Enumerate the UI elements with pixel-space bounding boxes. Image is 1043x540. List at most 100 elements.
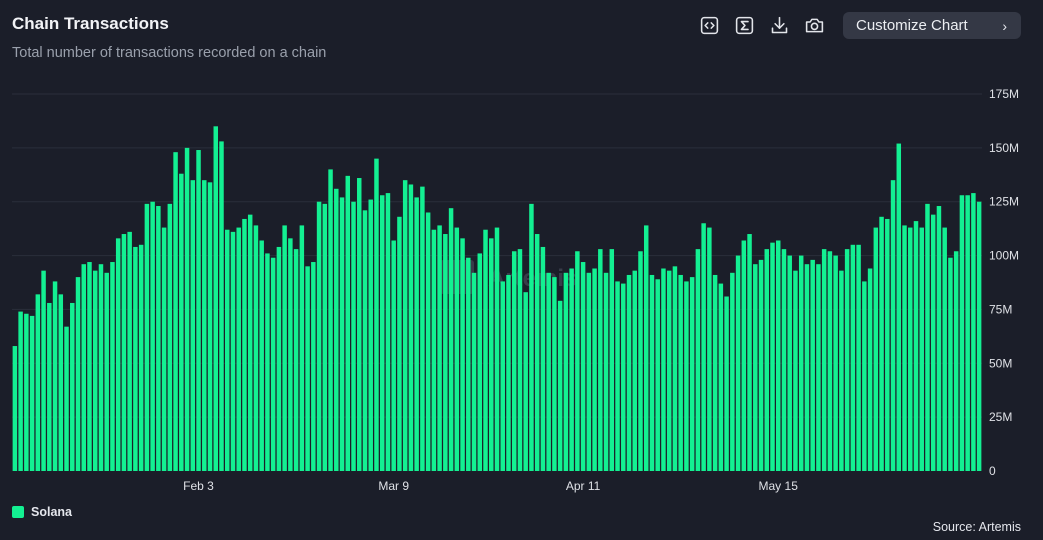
bar[interactable] (437, 225, 442, 471)
bar[interactable] (362, 210, 368, 471)
bar[interactable] (643, 225, 649, 471)
bar[interactable] (357, 178, 362, 471)
bar[interactable] (408, 184, 414, 471)
bar[interactable] (98, 264, 104, 471)
bar[interactable] (902, 225, 907, 471)
bar[interactable] (282, 225, 287, 471)
legend[interactable]: Solana (12, 505, 72, 519)
bar[interactable] (575, 251, 580, 471)
bar[interactable] (621, 283, 626, 471)
bar[interactable] (219, 141, 224, 471)
bar[interactable] (816, 264, 821, 471)
bar[interactable] (138, 244, 144, 471)
bar[interactable] (213, 126, 218, 471)
bar[interactable] (121, 234, 127, 471)
bar[interactable] (64, 326, 69, 471)
bar[interactable] (127, 231, 132, 471)
bar[interactable] (523, 292, 528, 471)
bar[interactable] (397, 216, 402, 471)
bar[interactable] (339, 197, 345, 471)
bar[interactable] (609, 249, 615, 471)
bar[interactable] (477, 253, 483, 471)
download-icon[interactable] (767, 14, 791, 38)
bar[interactable] (649, 274, 655, 471)
bar[interactable] (265, 253, 270, 471)
bar[interactable] (293, 249, 299, 471)
bar[interactable] (81, 264, 86, 471)
bar[interactable] (270, 257, 276, 471)
bar[interactable] (856, 244, 861, 471)
bar[interactable] (770, 242, 775, 471)
bar[interactable] (925, 203, 930, 471)
camera-icon[interactable] (802, 14, 826, 38)
bar[interactable] (75, 277, 81, 471)
bar[interactable] (787, 255, 792, 471)
bar[interactable] (598, 249, 603, 471)
bar[interactable] (735, 255, 741, 471)
bar[interactable] (35, 294, 41, 471)
bar[interactable] (908, 227, 913, 471)
bar[interactable] (161, 227, 167, 471)
bar[interactable] (948, 257, 953, 471)
bar[interactable] (672, 266, 678, 471)
bar[interactable] (202, 180, 207, 472)
bar[interactable] (460, 238, 465, 471)
bar[interactable] (919, 227, 924, 471)
bar[interactable] (471, 272, 477, 471)
bar[interactable] (695, 249, 701, 471)
bar[interactable] (827, 251, 833, 471)
bar[interactable] (580, 262, 586, 471)
bar[interactable] (724, 296, 729, 472)
bar[interactable] (87, 262, 92, 471)
bar[interactable] (322, 203, 328, 471)
bar[interactable] (144, 203, 150, 471)
bar[interactable] (391, 240, 396, 471)
bar[interactable] (959, 195, 965, 471)
bar[interactable] (965, 195, 970, 471)
bar[interactable] (793, 270, 798, 471)
bar[interactable] (500, 281, 505, 471)
bar[interactable] (850, 244, 856, 471)
bar[interactable] (569, 268, 574, 472)
bar[interactable] (207, 182, 213, 471)
bar[interactable] (540, 246, 546, 471)
bar[interactable] (334, 188, 339, 471)
bar[interactable] (443, 234, 448, 471)
bar[interactable] (52, 281, 58, 471)
bar[interactable] (638, 251, 643, 471)
bar[interactable] (328, 169, 333, 471)
bar[interactable] (976, 201, 982, 471)
bar[interactable] (529, 203, 534, 471)
bar[interactable] (70, 302, 75, 471)
bar[interactable] (110, 262, 115, 471)
bar[interactable] (489, 238, 494, 471)
bar[interactable] (18, 311, 23, 471)
bar[interactable] (133, 246, 138, 471)
bar[interactable] (115, 238, 121, 471)
bar[interactable] (603, 272, 609, 471)
bar[interactable] (592, 268, 597, 472)
bar[interactable] (546, 272, 551, 471)
bar[interactable] (414, 197, 419, 471)
bar[interactable] (150, 201, 155, 471)
bar[interactable] (689, 277, 695, 471)
bar[interactable] (890, 180, 896, 472)
bar[interactable] (402, 180, 408, 472)
bar[interactable] (534, 234, 540, 471)
bar[interactable] (913, 221, 919, 471)
bar[interactable] (632, 270, 637, 471)
bar[interactable] (776, 240, 781, 471)
bar[interactable] (454, 227, 460, 471)
bar[interactable] (661, 268, 666, 472)
bar[interactable] (92, 270, 98, 471)
bar[interactable] (844, 249, 850, 471)
bar[interactable] (305, 266, 310, 471)
bar[interactable] (753, 264, 758, 471)
bar[interactable] (896, 143, 902, 472)
bar[interactable] (58, 294, 64, 471)
bar[interactable] (953, 251, 959, 471)
bar[interactable] (885, 218, 890, 471)
bar[interactable] (867, 268, 873, 472)
customize-chart-button[interactable]: Customize Chart › (843, 12, 1021, 39)
bar[interactable] (655, 279, 660, 471)
